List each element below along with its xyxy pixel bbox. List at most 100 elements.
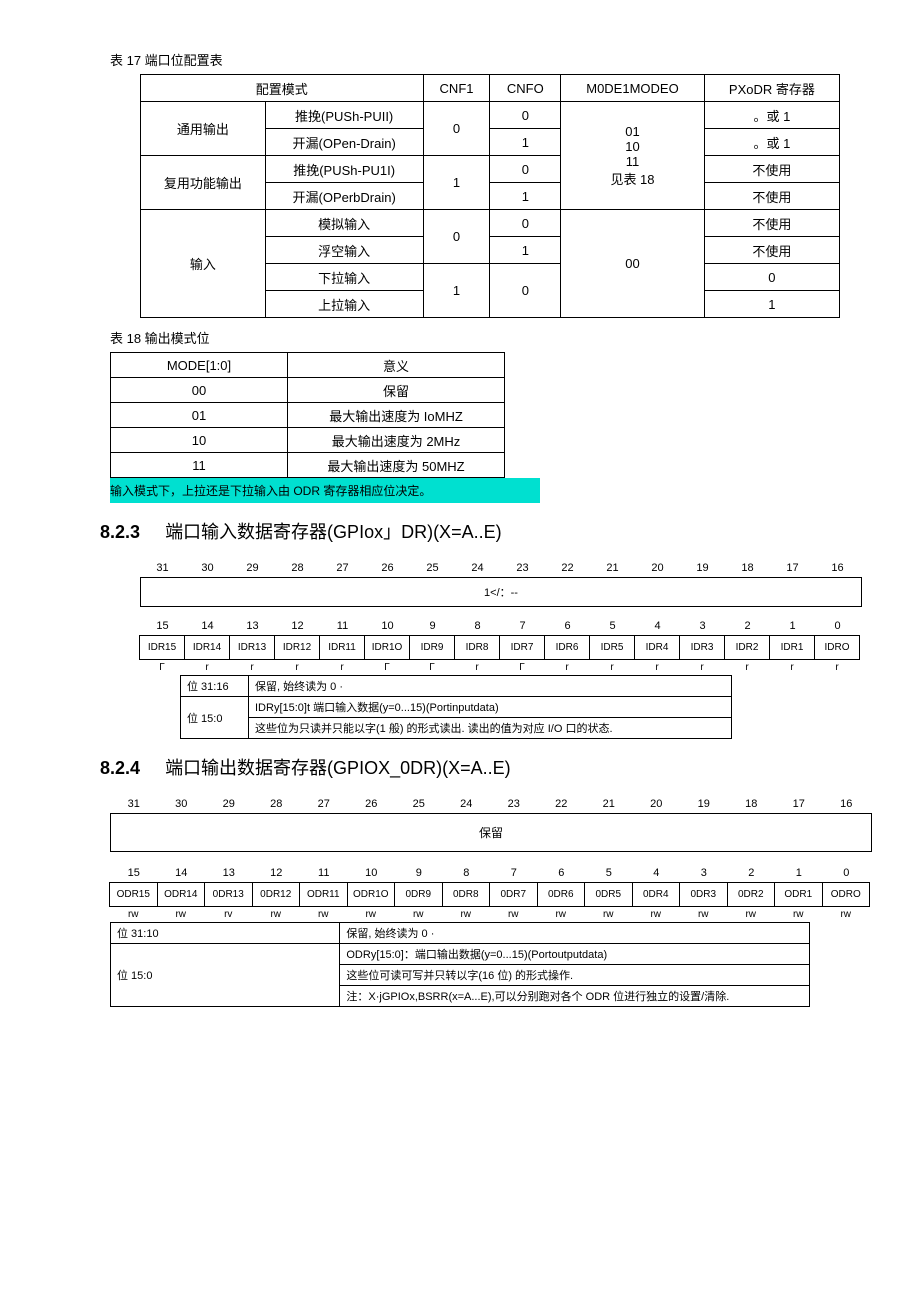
bit-cell: Γ — [139, 660, 185, 675]
bit-cell: IDR15 — [139, 635, 185, 660]
t17-m1: 开漏(OPen-Drain) — [265, 129, 423, 156]
table18: MODE[1:0] 意义 00保留 01最大输出速度为 IoMHZ 10最大输出… — [110, 352, 505, 478]
t18-r2c0: 10 — [111, 428, 288, 453]
bit-cell: 1 — [775, 864, 823, 882]
bit-cell: 0 — [823, 864, 871, 882]
bit-cell: 8 — [443, 864, 491, 882]
t17-m7: 上拉输入 — [265, 291, 423, 318]
bits-hi-824: 31302928272625242322212019181716 — [110, 795, 870, 813]
bit-cell: 21 — [590, 559, 635, 577]
bit-cell: 4 — [635, 617, 680, 635]
bit-cell: r — [229, 660, 275, 675]
t18-r0c0: 00 — [111, 378, 288, 403]
bit-cell: ODR1 — [774, 882, 823, 907]
t17-c0-6: 0 — [490, 264, 561, 318]
t17-c0-4: 0 — [490, 210, 561, 237]
bit-cell: 16 — [823, 795, 871, 813]
bit-cell: 16 — [815, 559, 860, 577]
d824-0-0: 位 31:10 — [111, 923, 340, 944]
reserved-hi-824: 保留 — [110, 813, 872, 852]
bit-cell: 13 — [205, 864, 253, 882]
bit-cell: 24 — [443, 795, 491, 813]
d823-0-0: 位 31:16 — [181, 676, 249, 697]
table17-caption: 表 17 端口位配置表 — [110, 50, 860, 69]
bit-cell: IDR13 — [229, 635, 275, 660]
bit-cell: ODR1O — [347, 882, 396, 907]
section-824-num: 8.2.4 — [100, 758, 140, 778]
t18-r0c1: 保留 — [288, 378, 505, 403]
bit-cell: r — [769, 660, 815, 675]
bit-cell: 29 — [205, 795, 253, 813]
bits-hi-823: 31302928272625242322212019181716 — [140, 559, 860, 577]
t17-px-4: 不使用 — [704, 210, 839, 237]
bit-cell: 12 — [275, 617, 320, 635]
bit-cell: r — [724, 660, 770, 675]
bit-cell: IDR1O — [364, 635, 410, 660]
bits-lo-823: 1514131211109876543210 — [140, 617, 860, 635]
bit-cell: 24 — [455, 559, 500, 577]
bit-cell: rv — [204, 907, 253, 922]
bit-cell: Γ — [499, 660, 545, 675]
bit-cell: 4 — [633, 864, 681, 882]
t17-px-6: 0 — [704, 264, 839, 291]
t17-m6: 下拉输入 — [265, 264, 423, 291]
bit-cell: 17 — [770, 559, 815, 577]
d823-1-0: 位 15:0 — [181, 697, 249, 739]
t17-h4: PXoDR 寄存器 — [704, 75, 839, 102]
bit-cell: 21 — [585, 795, 633, 813]
t17-px-0: 。或 1 — [704, 102, 839, 129]
bit-cell: 26 — [365, 559, 410, 577]
bit-cell: rw — [489, 907, 538, 922]
t17-m0: 推挽(PUSh-PUII) — [265, 102, 423, 129]
bit-cell: 9 — [395, 864, 443, 882]
bit-cell: rw — [394, 907, 443, 922]
bit-cell: 0DR3 — [679, 882, 728, 907]
bit-cell: 0DR12 — [252, 882, 301, 907]
bit-cell: 11 — [320, 617, 365, 635]
bit-cell: Γ — [364, 660, 410, 675]
highlight-note: 输入模式下，上拉还是下拉输入由 ODR 寄存器相应位决定。 — [110, 478, 540, 503]
bit-cell: 0DR5 — [584, 882, 633, 907]
reserved-hi-823: 1</：-- — [140, 577, 862, 607]
bit-cell: 8 — [455, 617, 500, 635]
bit-cell: 19 — [680, 795, 728, 813]
bit-cell: 25 — [410, 559, 455, 577]
t17-c1-6: 1 — [423, 264, 490, 318]
bit-cell: r — [454, 660, 500, 675]
t17-m3: 开漏(OPerbDrain) — [265, 183, 423, 210]
bit-cell: rw — [727, 907, 776, 922]
d823-2-1: 这些位为只读并只能以字(1 般) 的形式读出. 读出的值为对应 I/O 口的状态… — [249, 718, 732, 739]
bit-cell: 12 — [253, 864, 301, 882]
t17-px-1: 。或 1 — [704, 129, 839, 156]
bit-cell: IDR12 — [274, 635, 320, 660]
bit-cell: 3 — [680, 864, 728, 882]
bit-cell: 27 — [300, 795, 348, 813]
bit-cell: r — [274, 660, 320, 675]
perm-823: ΓrrrrΓΓrΓrrrrrrr — [140, 660, 860, 675]
bit-cell: rw — [157, 907, 206, 922]
bit-cell: 3 — [680, 617, 725, 635]
bit-cell: 14 — [185, 617, 230, 635]
bit-cell: 7 — [500, 617, 545, 635]
bit-cell: IDR14 — [184, 635, 230, 660]
t17-c1-0: 0 — [423, 102, 490, 156]
t17-m4: 模拟输入 — [265, 210, 423, 237]
d824-0-1: 保留, 始终读为 0 · — [340, 923, 810, 944]
bit-cell: 20 — [633, 795, 681, 813]
bit-cell: 31 — [110, 795, 158, 813]
bit-cell: 0DR6 — [537, 882, 586, 907]
t17-c0-3: 1 — [490, 183, 561, 210]
t17-c0-2: 0 — [490, 156, 561, 183]
t17-h2: CNFO — [490, 75, 561, 102]
bit-cell: rw — [679, 907, 728, 922]
bit-cell: 15 — [140, 617, 185, 635]
bit-cell: 0DR8 — [442, 882, 491, 907]
t17-c1-4: 0 — [423, 210, 490, 264]
t17-g4: 输入 — [141, 210, 266, 318]
bit-cell: 10 — [365, 617, 410, 635]
bit-cell: rw — [252, 907, 301, 922]
bit-cell: 0DR4 — [632, 882, 681, 907]
bit-cell: ODR11 — [299, 882, 348, 907]
bit-cell: 10 — [348, 864, 396, 882]
bit-cell: 30 — [158, 795, 206, 813]
